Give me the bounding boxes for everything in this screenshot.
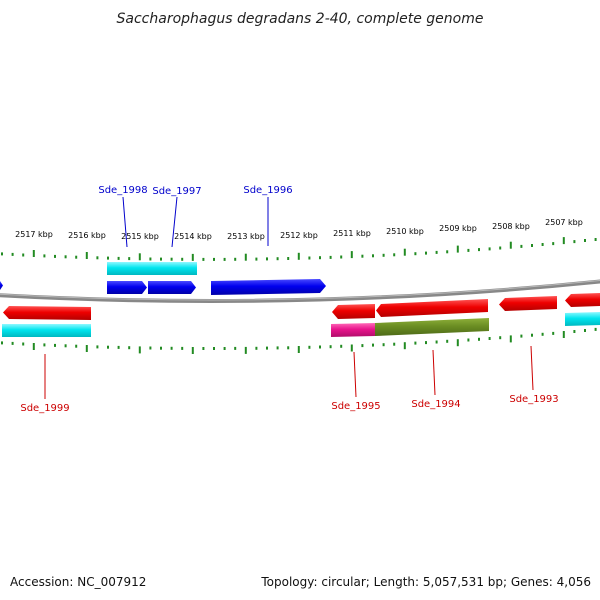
forward-cds-arrow-partial[interactable] [0, 281, 3, 290]
forward-cds-track [0, 279, 326, 295]
leader-sde-1998 [122, 196, 128, 248]
leader-sde-1997 [171, 196, 178, 248]
cds-arrow-sde-1996[interactable] [211, 279, 326, 295]
scale-label: 2512 kbp [280, 231, 318, 240]
gene-feature-sde-1998[interactable] [107, 262, 148, 275]
genome-summary-text: Topology: circular; Length: 5,057,531 bp… [260, 575, 591, 589]
scale-ticks-top [1, 237, 597, 261]
gene-feature-partial-right[interactable] [565, 312, 600, 326]
gene-label-sde-1996[interactable]: Sde_1996 [243, 185, 292, 196]
scale-label: 2514 kbp [174, 232, 212, 241]
cds-arrow-sde-1998[interactable] [107, 281, 147, 294]
gene-label-sde-1995[interactable]: Sde_1995 [331, 401, 380, 412]
scale-label: 2511 kbp [333, 229, 371, 238]
scale-label: 2517 kbp [15, 230, 53, 239]
gene-label-sde-1994[interactable]: Sde_1994 [411, 399, 460, 410]
map-title: Saccharophagus degradans 2-40, complete … [117, 11, 484, 27]
genome-backbone [0, 279, 600, 304]
scale-labels: 2517 kbp 2516 kbp 2515 kbp 2514 kbp 2513… [15, 218, 583, 241]
cds-arrow-sde-1997[interactable] [148, 281, 196, 294]
gene-label-sde-1999[interactable]: Sde_1999 [20, 403, 69, 414]
reverse-gene-track [2, 312, 600, 337]
label-leaders [44, 196, 534, 399]
feature-sde-1995-pink[interactable] [331, 323, 375, 337]
feature-sde-1994-olive[interactable] [375, 318, 489, 336]
cds-arrow-sde-1995[interactable] [332, 304, 375, 319]
leader-sde-1995 [353, 351, 357, 398]
scale-label: 2507 kbp [545, 218, 583, 227]
cds-arrow-partial-right[interactable] [565, 293, 600, 307]
scale-label: 2509 kbp [439, 224, 477, 233]
scale-ticks-bottom [1, 327, 597, 354]
genome-backbone-highlight [0, 279, 600, 301]
gene-feature-sde-1997[interactable] [148, 262, 197, 275]
scale-label: 2515 kbp [121, 232, 159, 241]
gene-label-sde-1993[interactable]: Sde_1993 [509, 394, 558, 405]
scale-label: 2516 kbp [68, 231, 106, 240]
leader-sde-1993 [530, 345, 534, 391]
reverse-cds-track [3, 293, 600, 320]
cds-arrow-sde-1994[interactable] [376, 299, 488, 317]
gene-label-sde-1998[interactable]: Sde_1998 [98, 185, 147, 196]
scale-label: 2513 kbp [227, 232, 265, 241]
forward-gene-track [107, 262, 197, 275]
scale-label: 2508 kbp [492, 222, 530, 231]
gene-feature-sde-1999[interactable] [2, 324, 91, 337]
cds-arrow-sde-1993[interactable] [499, 296, 557, 311]
cds-arrow-sde-1999[interactable] [3, 306, 91, 320]
gene-label-sde-1997[interactable]: Sde_1997 [152, 186, 201, 197]
accession-text: Accession: NC_007912 [10, 575, 146, 589]
gene-labels: Sde_1998 Sde_1997 Sde_1996 Sde_1999 Sde_… [20, 185, 558, 414]
scale-label: 2510 kbp [386, 227, 424, 236]
leader-sde-1994 [432, 349, 436, 396]
